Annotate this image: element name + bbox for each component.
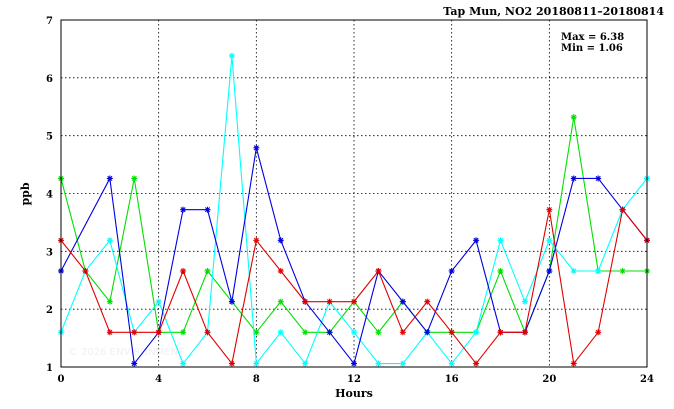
data-point xyxy=(302,329,309,336)
data-point xyxy=(424,329,431,336)
data-point xyxy=(546,206,553,213)
data-point xyxy=(570,114,577,121)
data-point xyxy=(277,237,284,244)
x-tick-label: 20 xyxy=(542,374,556,385)
data-point xyxy=(326,298,333,305)
data-point xyxy=(375,267,382,274)
data-point xyxy=(302,298,309,305)
series-2 xyxy=(58,52,650,367)
data-point xyxy=(595,329,602,336)
data-point xyxy=(546,237,553,244)
y-tick-label: 1 xyxy=(46,363,53,374)
data-point xyxy=(82,267,89,274)
data-point xyxy=(351,360,357,367)
data-point xyxy=(448,329,455,336)
chart-title: Tap Mun, NO2 20180811–20180814 xyxy=(443,5,664,18)
data-point xyxy=(351,329,357,336)
data-point xyxy=(106,329,113,336)
data-point xyxy=(228,298,235,305)
data-point xyxy=(326,329,333,336)
data-point xyxy=(131,175,138,182)
data-point xyxy=(473,329,480,336)
data-point xyxy=(521,329,528,336)
min-annotation: Min = 1.06 xyxy=(561,43,623,54)
data-point xyxy=(253,144,260,151)
data-point xyxy=(424,298,431,305)
data-point xyxy=(277,298,284,305)
data-point xyxy=(448,267,455,274)
y-tick-label: 5 xyxy=(46,132,53,143)
y-tick-label: 6 xyxy=(46,74,53,85)
data-point xyxy=(351,298,357,305)
data-point xyxy=(448,360,455,367)
data-point xyxy=(619,267,626,274)
x-tick-labels: 0 4 8 12 16 20 24 xyxy=(58,374,654,385)
data-point xyxy=(180,206,187,213)
data-point xyxy=(375,329,382,336)
data-point xyxy=(570,267,577,274)
plot-frame xyxy=(60,19,648,368)
data-point xyxy=(228,360,235,367)
data-point xyxy=(375,360,382,367)
data-point xyxy=(595,175,602,182)
x-tick-label: 0 xyxy=(58,374,65,385)
data-point xyxy=(228,52,235,59)
data-point xyxy=(497,267,504,274)
y-tick-label: 3 xyxy=(46,247,53,258)
data-point xyxy=(131,360,138,367)
data-point xyxy=(131,329,138,336)
data-point xyxy=(204,329,211,336)
data-point xyxy=(155,298,162,305)
y-tick-label: 4 xyxy=(46,190,53,201)
data-point xyxy=(253,360,260,367)
series-group xyxy=(58,52,650,367)
x-tick-label: 4 xyxy=(155,374,162,385)
data-point xyxy=(106,237,113,244)
data-point xyxy=(570,360,577,367)
data-point xyxy=(399,329,406,336)
max-annotation: Max = 6.38 xyxy=(561,32,624,43)
data-point xyxy=(399,298,406,305)
data-point xyxy=(473,360,480,367)
data-point xyxy=(180,267,187,274)
data-point xyxy=(595,267,602,274)
data-point xyxy=(180,360,187,367)
data-point xyxy=(473,237,480,244)
data-point xyxy=(277,267,284,274)
data-point xyxy=(399,360,406,367)
x-tick-label: 16 xyxy=(445,374,459,385)
data-point xyxy=(155,329,162,336)
data-point xyxy=(204,206,211,213)
y-tick-label: 7 xyxy=(46,16,53,27)
data-point xyxy=(302,360,309,367)
x-tick-label: 12 xyxy=(347,374,361,385)
data-point xyxy=(546,267,553,274)
data-point xyxy=(521,298,528,305)
data-point xyxy=(253,237,260,244)
data-point xyxy=(570,175,577,182)
data-point xyxy=(180,329,187,336)
series-line xyxy=(60,147,648,365)
x-tick-label: 24 xyxy=(640,374,654,385)
data-point xyxy=(106,298,113,305)
data-point xyxy=(277,329,284,336)
y-axis-label: ppb xyxy=(19,182,32,205)
grid-lines xyxy=(61,20,647,367)
x-tick-label: 8 xyxy=(253,374,260,385)
x-axis-label: Hours xyxy=(335,387,373,400)
data-point xyxy=(619,206,626,213)
watermark-text: © 2026 ENVIRONMENT xyxy=(68,347,185,358)
series-4 xyxy=(58,206,650,367)
y-tick-label: 2 xyxy=(46,305,53,316)
y-tick-labels: 1 2 3 4 5 6 7 xyxy=(46,16,53,374)
data-point xyxy=(497,237,504,244)
data-point xyxy=(497,329,504,336)
data-point xyxy=(204,267,211,274)
data-point xyxy=(106,175,113,182)
